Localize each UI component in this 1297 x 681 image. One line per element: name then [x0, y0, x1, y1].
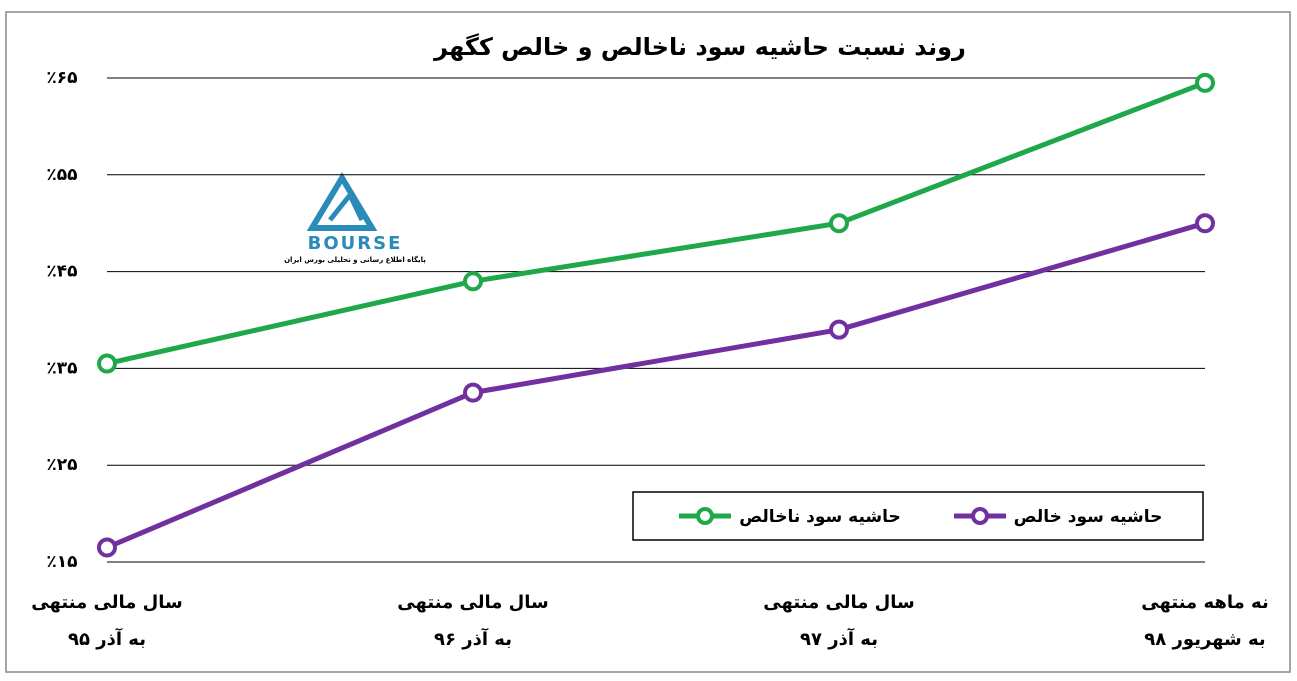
x-tick-label: به آذر ۹۷	[800, 627, 878, 650]
watermark: BOURSE پایگاه اطلاع رسانی و تحلیلی بورس …	[284, 172, 426, 264]
y-tick-label: ٪۴۵	[46, 262, 77, 282]
y-tick-label: ٪۱۵	[46, 552, 77, 572]
point	[1195, 213, 1215, 234]
y-tick-label: ٪۶۵	[46, 68, 77, 88]
x-tick-label: به شهریور ۹۸	[1144, 629, 1265, 650]
logo-text: BOURSE	[308, 233, 403, 254]
series-line	[106, 220, 1206, 550]
chart-title: روند نسبت حاشیه سود ناخالص و خالص کگهر	[433, 33, 966, 61]
x-tick-label: به آذر ۹۵	[68, 627, 146, 650]
point	[829, 213, 849, 234]
y-tick-label: ٪۵۵	[46, 165, 77, 185]
legend-label: حاشیه سود ناخالص	[739, 507, 901, 527]
y-tick-label: ٪۳۵	[46, 358, 77, 378]
logo-shape	[306, 172, 378, 231]
point	[829, 319, 849, 340]
x-tick-label: سال مالی منتهی	[397, 592, 548, 613]
point	[97, 353, 117, 374]
legend-marker	[971, 507, 989, 525]
y-tick-label: ٪۲۵	[46, 455, 77, 475]
x-tick-label: به آذر ۹۶	[434, 627, 512, 650]
point	[97, 537, 117, 558]
legend-label: حاشیه سود خالص	[1014, 507, 1163, 527]
logo-tagline: پایگاه اطلاع رسانی و تحلیلی بورس ایران	[284, 255, 426, 264]
series-line	[106, 80, 1206, 366]
logo-shape	[328, 190, 365, 222]
x-tick-label: سال مالی منتهی	[31, 592, 182, 613]
point	[463, 271, 483, 292]
legend-marker	[696, 507, 714, 525]
x-tick-label: نه ماهه منتهی	[1141, 592, 1268, 613]
x-tick-label: سال مالی منتهی	[763, 592, 914, 613]
point	[1195, 72, 1215, 93]
point	[463, 382, 483, 403]
